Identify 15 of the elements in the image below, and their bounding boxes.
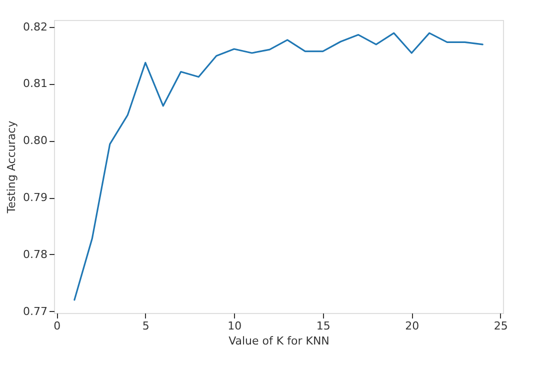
x-tick-label: 0 xyxy=(54,320,61,332)
line-series xyxy=(74,32,484,301)
y-axis-title: Testing Accuracy xyxy=(5,120,18,214)
x-tick-label: 10 xyxy=(228,320,242,332)
y-tick-label: 0.81 xyxy=(23,77,48,90)
x-tick-label: 20 xyxy=(405,320,420,332)
x-axis-title: Value of K for KNN xyxy=(228,334,330,348)
y-tick-label: 0.77 xyxy=(23,304,48,318)
y-tick-label: 0.82 xyxy=(23,20,48,34)
x-tick-label: 5 xyxy=(142,320,150,332)
x-tick-label: 15 xyxy=(316,320,330,332)
y-tick-label: 0.78 xyxy=(23,248,48,261)
y-tick-label: 0.79 xyxy=(23,191,48,204)
x-tick-label: 25 xyxy=(494,320,508,332)
y-tick-label: 0.80 xyxy=(23,134,48,148)
